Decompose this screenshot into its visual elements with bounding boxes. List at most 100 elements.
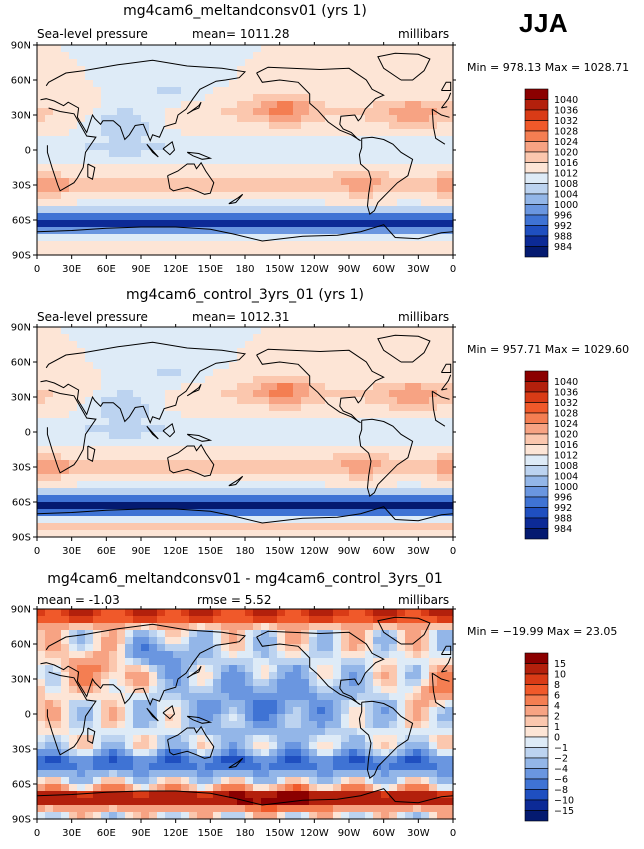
field-cell (301, 523, 310, 531)
field-cell (173, 432, 182, 440)
field-cell (101, 150, 110, 158)
field-cell (93, 45, 102, 53)
field-cell (405, 630, 414, 638)
field-cell (165, 52, 174, 60)
field-cell (429, 530, 438, 538)
field-cell (45, 94, 54, 102)
field-cell (213, 523, 222, 531)
field-cell (173, 714, 182, 722)
coastline (36, 224, 454, 242)
field-cell (101, 397, 110, 405)
field-cell (157, 488, 166, 496)
field-cell (445, 460, 454, 468)
panel-1-units: millibars (398, 27, 450, 41)
field-cell (421, 714, 430, 722)
field-cell (381, 425, 390, 433)
field-cell (285, 777, 294, 785)
colorbar-box (524, 663, 549, 675)
field-cell (389, 248, 398, 256)
field-cell (117, 791, 126, 799)
field-cell (245, 467, 254, 475)
field-cell (293, 784, 302, 792)
field-cell (157, 227, 166, 235)
field-cell (37, 502, 46, 510)
field-cell (317, 355, 326, 363)
field-cell (165, 362, 174, 370)
field-cell (341, 150, 350, 158)
field-cell (429, 94, 438, 102)
panel-2-title: mg4cam6_control_3yrs_01 (yrs 1) (126, 287, 364, 303)
field-cell (333, 686, 342, 694)
field-cell (373, 108, 382, 116)
field-cell (413, 150, 422, 158)
field-cell (325, 651, 334, 659)
field-cell (93, 665, 102, 673)
field-cell (261, 94, 270, 102)
field-cell (157, 45, 166, 53)
field-cell (109, 481, 118, 489)
field-cell (205, 446, 214, 454)
field-cell (61, 115, 70, 123)
field-cell (381, 355, 390, 363)
field-cell (149, 136, 158, 144)
field-cell (53, 502, 62, 510)
field-cell (405, 66, 414, 74)
field-cell (293, 171, 302, 179)
field-cell (277, 411, 286, 419)
field-cell (197, 122, 206, 130)
field-cell (349, 644, 358, 652)
field-cell (61, 432, 70, 440)
field-cell (437, 453, 446, 461)
field-cell (109, 609, 118, 617)
field-cell (109, 651, 118, 659)
field-cell (53, 178, 62, 186)
field-cell (133, 171, 142, 179)
colorbar-label: 1000 (554, 482, 578, 493)
field-cell (157, 509, 166, 517)
field-cell (133, 805, 142, 813)
field-cell (269, 742, 278, 750)
field-cell (237, 122, 246, 130)
x-tick-label: 120W (300, 546, 329, 557)
field-cell (341, 383, 350, 391)
field-cell (133, 73, 142, 81)
field-cell (349, 530, 358, 538)
field-cell (333, 446, 342, 454)
field-cell (253, 94, 262, 102)
field-cell (125, 362, 134, 370)
field-cell (445, 136, 454, 144)
field-cell (205, 390, 214, 398)
field-cell (189, 397, 198, 405)
field-cell (349, 157, 358, 165)
field-cell (213, 714, 222, 722)
field-cell (45, 679, 54, 687)
field-cell (77, 73, 86, 81)
coastline (40, 341, 452, 425)
field-cell (213, 122, 222, 130)
field-cell (37, 73, 46, 81)
field-cell (37, 784, 46, 792)
field-cell (245, 178, 254, 186)
field-cell (253, 721, 262, 729)
field-cell (221, 164, 230, 172)
field-cell (381, 59, 390, 67)
field-cell (69, 404, 78, 412)
field-cell (157, 213, 166, 221)
field-cell (405, 446, 414, 454)
field-cell (157, 798, 166, 806)
field-cell (261, 770, 270, 778)
field-cell (397, 460, 406, 468)
field-cell (349, 805, 358, 813)
field-cell (165, 425, 174, 433)
field-cell (109, 101, 118, 109)
panel-2-left-label: Sea-level pressure (37, 310, 148, 324)
field-cell (197, 672, 206, 680)
field-cell (45, 784, 54, 792)
field-cell (381, 693, 390, 701)
field-cell (301, 87, 310, 95)
field-cell (285, 129, 294, 137)
field-cell (269, 812, 278, 820)
field-cell (293, 206, 302, 214)
field-cell (141, 101, 150, 109)
field-cell (421, 411, 430, 419)
